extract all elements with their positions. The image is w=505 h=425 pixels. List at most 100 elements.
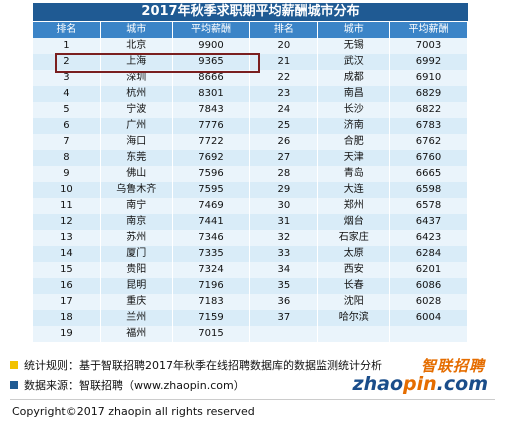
cell-salary-right: 6665 [389, 166, 468, 182]
table-row: 11 南宁 7469 30 郑州 6578 [33, 198, 468, 214]
zhaopin-logo: 智联招聘 zhaopin.com [353, 355, 493, 400]
copyright: Copyright©2017 zhaopin all rights reserv… [12, 405, 255, 418]
table-row: 10 乌鲁木齐 7595 29 大连 6598 [33, 182, 468, 198]
cell-salary-left: 9365 [172, 54, 251, 70]
logo-en-right: .com [436, 373, 488, 395]
cell-rank-right: 30 [249, 198, 319, 214]
cell-rank-left: 17 [33, 294, 101, 310]
cell-city-right: 石家庄 [317, 230, 391, 246]
cell-salary-right: 6783 [389, 118, 468, 134]
cell-salary-left: 7335 [172, 246, 251, 262]
cell-salary-left: 7469 [172, 198, 251, 214]
cell-rank-left: 14 [33, 246, 101, 262]
cell-city-right: 沈阳 [317, 294, 391, 310]
cell-salary-right: 6992 [389, 54, 468, 70]
cell-rank-left: 12 [33, 214, 101, 230]
cell-salary-right: 7003 [389, 38, 468, 54]
cell-city-right: 郑州 [317, 198, 391, 214]
cell-rank-right: 24 [249, 102, 319, 118]
header-row: 排名 城市 平均薪酬 排名 城市 平均薪酬 [33, 22, 468, 38]
cell-salary-left: 7015 [172, 326, 251, 342]
note-rule-text: 统计规则：基于智联招聘2017年秋季在线招聘数据库的数据监测统计分析 [24, 359, 382, 372]
cell-rank-right: 23 [249, 86, 319, 102]
header-city-left: 城市 [100, 22, 173, 38]
cell-city-right [317, 326, 391, 342]
cell-rank-left: 18 [33, 310, 101, 326]
cell-salary-left: 7196 [172, 278, 251, 294]
table-row: 7 海口 7722 26 合肥 6762 [33, 134, 468, 150]
cell-salary-left: 7324 [172, 262, 251, 278]
cell-rank-right: 29 [249, 182, 319, 198]
header-rank-right: 排名 [249, 22, 319, 38]
cell-rank-right: 36 [249, 294, 319, 310]
table-row: 18 兰州 7159 37 哈尔滨 6004 [33, 310, 468, 326]
cell-rank-left: 3 [33, 70, 101, 86]
cell-salary-left: 7183 [172, 294, 251, 310]
cell-salary-right: 6201 [389, 262, 468, 278]
cell-salary-right [389, 326, 468, 342]
cell-city-right: 南昌 [317, 86, 391, 102]
cell-city-left: 上海 [100, 54, 173, 70]
cell-rank-left: 5 [33, 102, 101, 118]
logo-en: zhaopin.com [353, 373, 488, 395]
cell-city-right: 武汉 [317, 54, 391, 70]
cell-rank-right: 32 [249, 230, 319, 246]
cell-rank-right: 21 [249, 54, 319, 70]
cell-salary-right: 6762 [389, 134, 468, 150]
cell-city-right: 大连 [317, 182, 391, 198]
cell-rank-right: 20 [249, 38, 319, 54]
cell-rank-right [249, 326, 319, 342]
cell-salary-right: 6598 [389, 182, 468, 198]
cell-city-right: 长春 [317, 278, 391, 294]
cell-city-right: 合肥 [317, 134, 391, 150]
cell-salary-left: 7776 [172, 118, 251, 134]
cell-salary-right: 6284 [389, 246, 468, 262]
cell-salary-left: 7843 [172, 102, 251, 118]
cell-city-left: 昆明 [100, 278, 173, 294]
cell-salary-right: 6437 [389, 214, 468, 230]
cell-city-left: 宁波 [100, 102, 173, 118]
logo-en-left: zhao [352, 373, 404, 395]
table-row: 16 昆明 7196 35 长春 6086 [33, 278, 468, 294]
cell-salary-left: 7159 [172, 310, 251, 326]
highlight-box-shanghai [55, 53, 260, 73]
cell-city-left: 兰州 [100, 310, 173, 326]
table-row: 8 东莞 7692 27 天津 6760 [33, 150, 468, 166]
cell-city-left: 苏州 [100, 230, 173, 246]
cell-salary-right: 6086 [389, 278, 468, 294]
cell-rank-right: 33 [249, 246, 319, 262]
cell-city-right: 太原 [317, 246, 391, 262]
cell-salary-right: 6004 [389, 310, 468, 326]
cell-rank-right: 37 [249, 310, 319, 326]
table-row: 4 杭州 8301 23 南昌 6829 [33, 86, 468, 102]
cell-salary-left: 9900 [172, 38, 251, 54]
divider [10, 399, 495, 400]
cell-rank-left: 7 [33, 134, 101, 150]
table-title: 2017年秋季求职期平均薪酬城市分布 [33, 3, 468, 21]
cell-salary-right: 6910 [389, 70, 468, 86]
table-row: 1 北京 9900 20 无锡 7003 [33, 38, 468, 54]
note-source-text: 数据来源：智联招聘（www.zhaopin.com） [24, 379, 245, 392]
cell-city-right: 无锡 [317, 38, 391, 54]
header-rank-left: 排名 [33, 22, 101, 38]
cell-city-left: 贵阳 [100, 262, 173, 278]
notes: 统计规则：基于智联招聘2017年秋季在线招聘数据库的数据监测统计分析 数据来源：… [10, 355, 382, 395]
cell-salary-left: 7692 [172, 150, 251, 166]
table-row: 6 广州 7776 25 济南 6783 [33, 118, 468, 134]
cell-salary-left: 8301 [172, 86, 251, 102]
logo-cn: 智联招聘 [420, 357, 485, 375]
cell-city-right: 哈尔滨 [317, 310, 391, 326]
cell-city-left: 重庆 [100, 294, 173, 310]
cell-city-right: 青岛 [317, 166, 391, 182]
cell-rank-left: 19 [33, 326, 101, 342]
cell-city-left: 海口 [100, 134, 173, 150]
cell-salary-right: 6760 [389, 150, 468, 166]
cell-rank-left: 11 [33, 198, 101, 214]
cell-salary-left: 7596 [172, 166, 251, 182]
yellow-square-icon [10, 361, 18, 369]
cell-city-left: 厦门 [100, 246, 173, 262]
cell-salary-left: 8666 [172, 70, 251, 86]
table-row: 2 上海 9365 21 武汉 6992 [33, 54, 468, 70]
cell-rank-right: 25 [249, 118, 319, 134]
